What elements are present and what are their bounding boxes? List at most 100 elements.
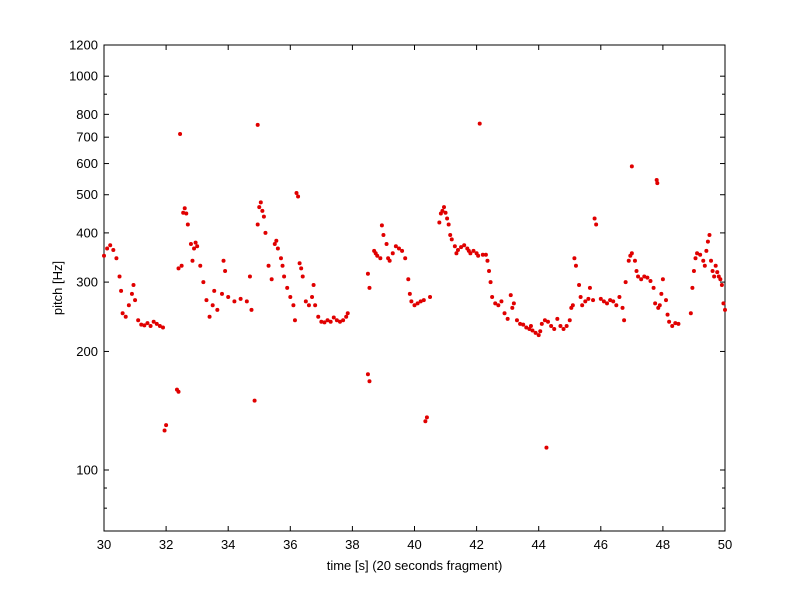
data-point: [303, 299, 308, 304]
data-point: [299, 266, 304, 271]
data-point: [297, 261, 302, 266]
data-point: [296, 194, 301, 199]
data-point: [188, 241, 193, 246]
data-point: [190, 258, 195, 263]
data-point: [693, 256, 698, 261]
data-point: [443, 210, 448, 215]
data-point: [611, 299, 616, 304]
data-point: [280, 263, 285, 268]
data-point: [688, 311, 693, 316]
data-point: [555, 316, 560, 321]
data-point: [715, 270, 720, 275]
data-point: [269, 277, 274, 282]
data-point: [521, 322, 526, 327]
data-point: [182, 206, 187, 211]
data-point: [710, 269, 715, 274]
data-point: [319, 319, 324, 324]
data-point: [148, 324, 153, 329]
data-point: [201, 280, 206, 285]
data-point: [331, 315, 336, 320]
data-point: [212, 288, 217, 293]
data-point: [400, 248, 405, 253]
data-point: [524, 325, 529, 330]
data-point: [322, 320, 327, 325]
data-point: [313, 303, 318, 308]
data-point: [334, 318, 339, 323]
data-point: [164, 423, 169, 428]
data-point: [195, 244, 200, 249]
data-point: [654, 177, 659, 182]
data-point: [567, 318, 572, 323]
x-axis-label: time [s] (20 seconds fragment): [327, 558, 503, 573]
data-point: [636, 274, 641, 279]
data-point: [288, 294, 293, 299]
data-point: [505, 316, 510, 321]
data-point: [344, 314, 349, 319]
data-point: [660, 277, 665, 282]
x-axis-ticks: 30 32 34 36 38 40 42 44 46 48 50: [97, 45, 732, 552]
data-point: [564, 324, 569, 329]
data-point: [390, 251, 395, 256]
data-point: [471, 248, 476, 253]
data-point: [120, 311, 125, 316]
x-tick-label: 32: [159, 537, 173, 552]
x-tick-label: 48: [656, 537, 670, 552]
data-point: [403, 256, 408, 261]
data-point: [193, 240, 198, 245]
data-point: [381, 233, 386, 238]
data-point: [623, 280, 628, 285]
data-point: [459, 245, 464, 250]
data-point: [546, 319, 551, 324]
data-point: [423, 419, 428, 424]
data-point: [111, 247, 116, 252]
y-tick-label: 500: [76, 187, 98, 202]
data-point: [292, 318, 297, 323]
data-point: [198, 263, 203, 268]
data-point: [533, 330, 538, 335]
data-point: [544, 445, 549, 450]
data-point: [601, 299, 606, 304]
data-point: [712, 274, 717, 279]
data-point: [367, 379, 372, 384]
y-tick-label: 600: [76, 156, 98, 171]
data-point: [210, 303, 215, 308]
data-point: [510, 305, 515, 310]
y-tick-label: 800: [76, 107, 98, 122]
data-point: [154, 321, 159, 326]
data-point: [490, 294, 495, 299]
data-point: [620, 305, 625, 310]
data-point: [145, 321, 150, 326]
data-point: [653, 301, 658, 306]
data-point: [185, 222, 190, 227]
data-point: [528, 324, 533, 329]
data-point: [412, 303, 417, 308]
data-point: [219, 291, 224, 296]
data-point: [572, 256, 577, 261]
data-point: [598, 296, 603, 301]
data-point: [406, 277, 411, 282]
data-point: [396, 246, 401, 251]
data-point: [126, 303, 131, 308]
data-point: [664, 298, 668, 303]
data-point: [179, 263, 184, 268]
data-point: [157, 324, 162, 329]
data-point: [192, 246, 197, 251]
data-point: [552, 327, 557, 332]
data-point: [328, 319, 333, 324]
data-point: [514, 318, 519, 323]
data-point: [622, 318, 627, 323]
data-point: [592, 216, 597, 221]
data-point: [648, 278, 653, 283]
data-point: [428, 294, 433, 299]
data-point: [311, 282, 316, 287]
data-point: [536, 333, 541, 338]
data-point: [266, 263, 271, 268]
data-point: [561, 327, 566, 332]
data-point: [176, 266, 181, 271]
data-points: [102, 121, 727, 450]
x-tick-label: 44: [531, 537, 545, 552]
data-point: [345, 311, 350, 316]
x-tick-label: 38: [345, 537, 359, 552]
data-point: [721, 301, 726, 306]
data-point: [282, 274, 287, 279]
